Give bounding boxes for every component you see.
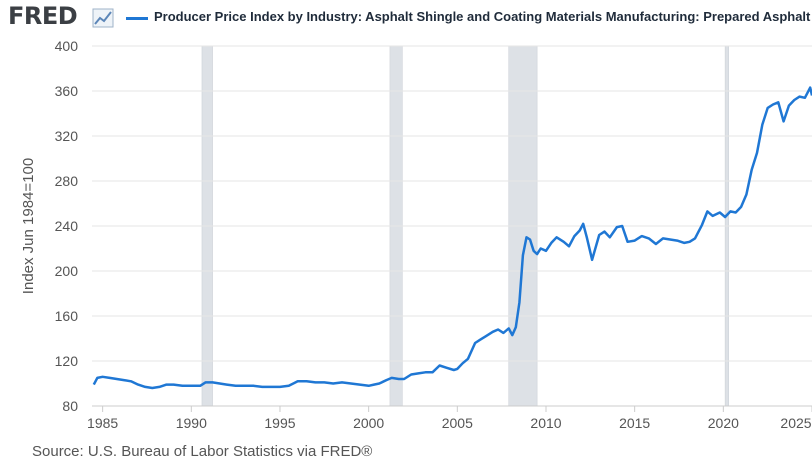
y-tick-label: 360 [55, 83, 79, 99]
y-tick-label: 240 [55, 218, 79, 234]
y-tick-label: 200 [55, 263, 79, 279]
y-tick-label: 160 [55, 308, 79, 324]
legend-label: Producer Price Index by Industry: Asphal… [154, 9, 812, 24]
source-note: Source: U.S. Bureau of Labor Statistics … [32, 443, 373, 460]
x-tick-label: 2015 [619, 415, 650, 431]
x-tick-label: 2010 [530, 415, 561, 431]
y-tick-label: 320 [55, 128, 79, 144]
y-tick-label: 120 [55, 353, 79, 369]
y-tick-label: 400 [55, 38, 79, 54]
x-tick-label: 1985 [87, 415, 118, 431]
y-tick-label: 80 [62, 398, 78, 414]
x-tick-label: 2005 [442, 415, 473, 431]
y-axis-label: Index Jun 1984=100 [20, 158, 37, 294]
y-tick-label: 280 [55, 173, 79, 189]
fred-logo[interactable]: FRED [8, 2, 78, 30]
x-tick-label: 2025 [780, 415, 811, 431]
x-tick-label: 2000 [353, 415, 384, 431]
x-tick-label: 2020 [708, 415, 739, 431]
chart-header: FRED Producer Price Index by Industry: A… [0, 0, 812, 34]
line-chart: 80 120 160 200 240 280 320 360 400 1985 1990 1995 20… [20, 38, 812, 431]
legend-swatch [126, 17, 148, 20]
x-tick-label: 1990 [176, 415, 207, 431]
line-chart-icon [92, 8, 114, 28]
x-tick-label: 1995 [264, 415, 295, 431]
series-line [92, 86, 812, 390]
